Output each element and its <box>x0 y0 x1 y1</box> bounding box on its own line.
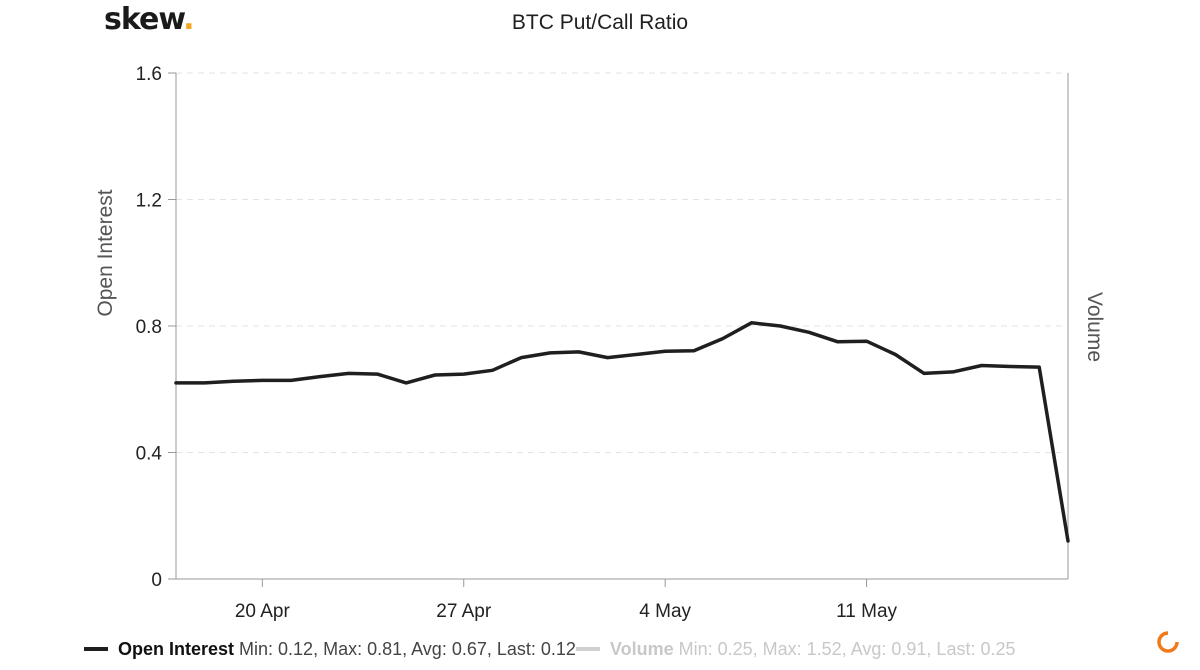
y-tick-label: 0.8 <box>136 317 162 338</box>
y2-axis-title: Volume <box>1083 292 1106 362</box>
y-axis-ticks: 0 0.4 0.8 1.2 1.6 <box>136 64 176 591</box>
loading-ring-icon <box>1157 631 1179 653</box>
x-axis-ticks: 20 Apr 27 Apr 4 May 11 May <box>235 579 898 622</box>
grid-lines <box>176 72 1068 453</box>
legend-label-open-interest: Open Interest <box>118 638 235 659</box>
y-tick-label: 0.4 <box>136 444 163 465</box>
series-layer <box>174 321 1070 543</box>
y-tick-label: 0 <box>151 570 162 591</box>
skew-logo: skew. <box>104 2 195 37</box>
brand-name: skew <box>104 2 184 37</box>
y-tick-label: 1.6 <box>136 64 162 85</box>
chart-title: BTC Put/Call Ratio <box>511 11 689 34</box>
y-tick-label: 1.2 <box>136 191 162 212</box>
legend: Open Interest Min: 0.12, Max: 0.81, Avg:… <box>84 637 1016 661</box>
series-line-open-interest <box>174 321 1070 543</box>
legend-swatch-open-interest <box>84 647 108 651</box>
y-axis-title: Open Interest <box>94 189 117 316</box>
legend-swatch-volume <box>575 647 600 651</box>
x-tick-label: 20 Apr <box>235 601 291 622</box>
x-tick-label: 27 Apr <box>436 601 492 622</box>
legend-item-volume[interactable]: Volume Min: 0.25, Max: 1.52, Avg: 0.91, … <box>575 638 1016 660</box>
legend-stats-open-interest: Min: 0.12, Max: 0.81, Avg: 0.67, Last: 0… <box>239 638 576 659</box>
x-tick-label: 11 May <box>836 601 897 622</box>
legend-label-volume: Volume <box>609 638 674 659</box>
brand-dot: . <box>183 2 194 37</box>
x-tick-label: 4 May <box>639 601 691 622</box>
legend-item-open-interest[interactable]: Open Interest Min: 0.12, Max: 0.81, Avg:… <box>84 639 576 660</box>
legend-stats-volume: Min: 0.25, Max: 1.52, Avg: 0.91, Last: 0… <box>678 638 1016 659</box>
